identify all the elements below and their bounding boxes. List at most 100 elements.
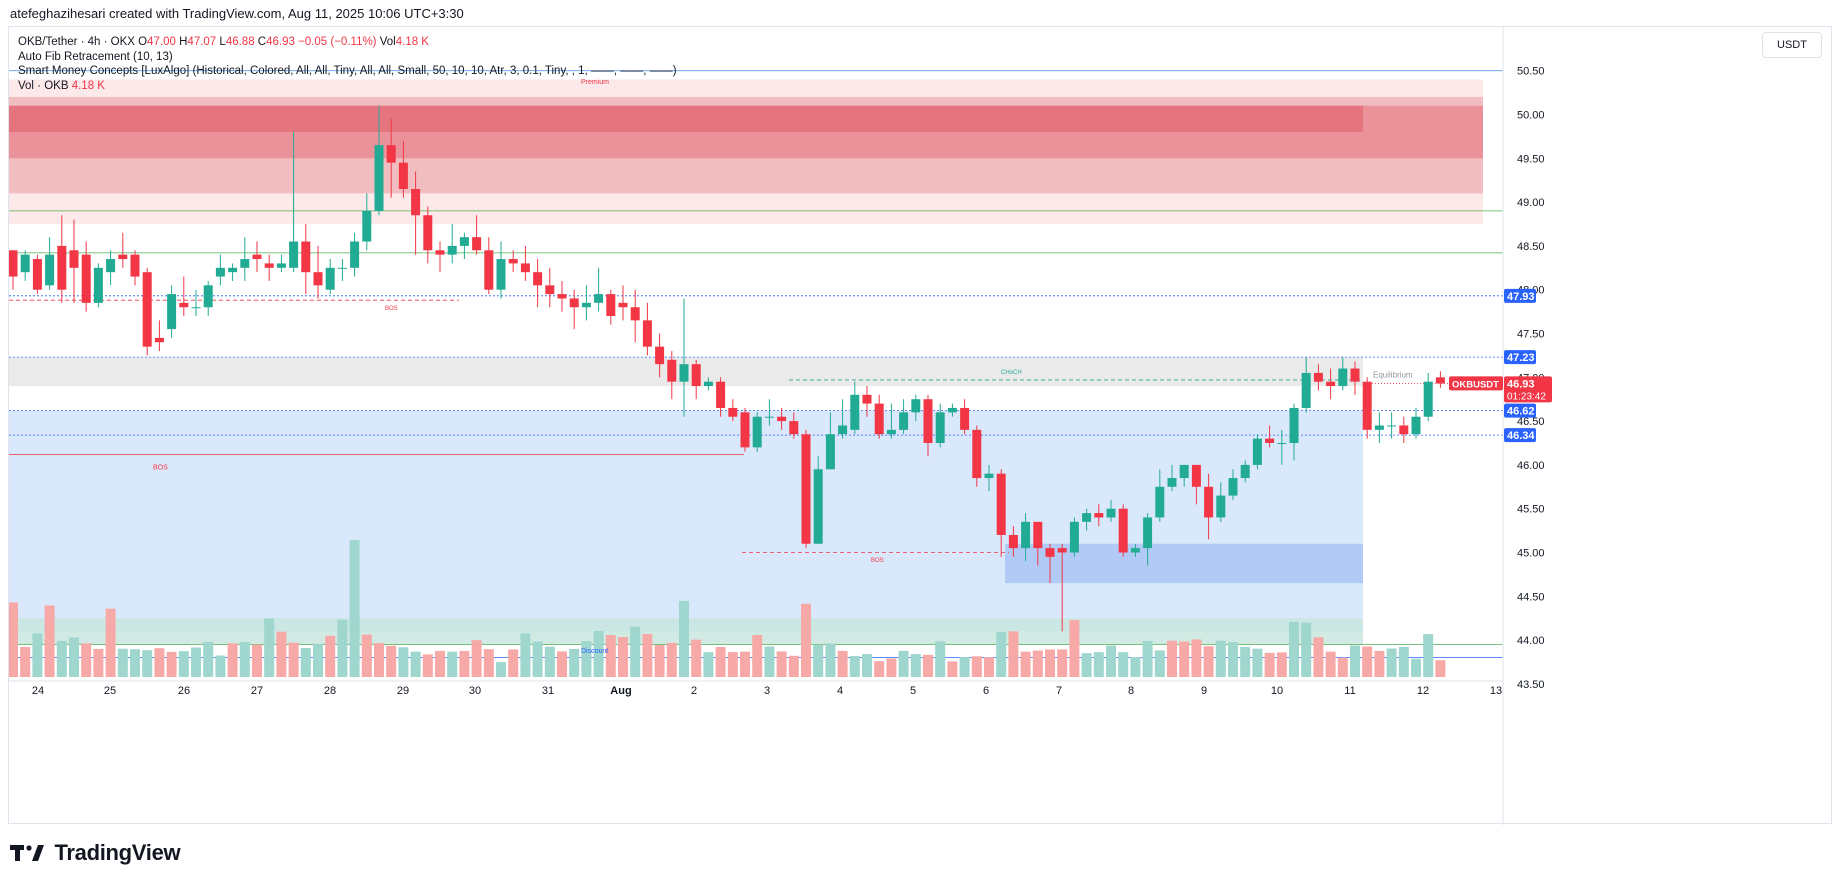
candle-body[interactable] xyxy=(386,145,396,163)
candle-body[interactable] xyxy=(301,241,311,273)
indicator-fib[interactable]: Auto Fib Retracement (10, 13) xyxy=(18,50,173,63)
candle-body[interactable] xyxy=(81,254,91,303)
candle-body[interactable] xyxy=(167,294,177,330)
indicator-smc[interactable]: Smart Money Concepts [LuxAlgo] (Historic… xyxy=(18,65,677,77)
candle-body[interactable] xyxy=(533,272,543,286)
candle-body[interactable] xyxy=(1204,486,1214,518)
candle-body[interactable] xyxy=(1179,464,1189,479)
candle-body[interactable] xyxy=(667,359,677,382)
candle-body[interactable] xyxy=(569,298,579,308)
candle-body[interactable] xyxy=(1252,438,1262,465)
candle-body[interactable] xyxy=(93,267,103,303)
candle-body[interactable] xyxy=(972,429,982,479)
candle-body[interactable] xyxy=(252,254,262,260)
candle-body[interactable] xyxy=(1240,464,1250,479)
candle-body[interactable] xyxy=(362,210,372,242)
candle-body[interactable] xyxy=(545,285,555,295)
candle-body[interactable] xyxy=(350,241,360,268)
candle-body[interactable] xyxy=(1277,443,1287,444)
candle-body[interactable] xyxy=(1021,521,1031,549)
candle-body[interactable] xyxy=(264,263,274,268)
candle-body[interactable] xyxy=(1130,548,1140,553)
candle-body[interactable] xyxy=(118,254,128,260)
candle-body[interactable] xyxy=(508,259,518,264)
indicator-volume[interactable]: Vol · OKB 4.18 K xyxy=(18,79,677,94)
candle-body[interactable] xyxy=(581,302,591,308)
candle-body[interactable] xyxy=(642,320,652,347)
candle-body[interactable] xyxy=(154,337,164,343)
candle-body[interactable] xyxy=(276,263,286,268)
candle-body[interactable] xyxy=(935,412,945,443)
candle-body[interactable] xyxy=(1338,368,1348,387)
candle-body[interactable] xyxy=(496,259,506,290)
candle-body[interactable] xyxy=(1045,548,1055,557)
candle-body[interactable] xyxy=(1228,478,1238,496)
candle-body[interactable] xyxy=(240,259,250,268)
candle-body[interactable] xyxy=(484,250,494,290)
candle-body[interactable] xyxy=(679,364,689,382)
candle-body[interactable] xyxy=(1265,438,1275,443)
candle-body[interactable] xyxy=(923,399,933,443)
candle-body[interactable] xyxy=(911,399,921,413)
chart-frame[interactable]: Premium Discount Equilibrium CHoCH BOS BOS BOS… xyxy=(8,26,1833,825)
candle-body[interactable] xyxy=(1216,495,1226,518)
candle-body[interactable] xyxy=(325,267,335,290)
candle-body[interactable] xyxy=(752,416,762,448)
candle-body[interactable] xyxy=(947,407,957,413)
candle-body[interactable] xyxy=(32,259,42,290)
candle-body[interactable] xyxy=(1423,381,1433,417)
candle-body[interactable] xyxy=(337,267,347,269)
currency-button[interactable]: USDT xyxy=(1762,32,1822,58)
candle-body[interactable] xyxy=(1033,521,1043,549)
candle-body[interactable] xyxy=(398,162,408,189)
candle-body[interactable] xyxy=(850,394,860,430)
candle-body[interactable] xyxy=(1143,517,1153,549)
candle-body[interactable] xyxy=(374,145,384,211)
candle-body[interactable] xyxy=(1106,508,1116,518)
candle-body[interactable] xyxy=(996,473,1006,535)
candle-body[interactable] xyxy=(411,188,421,216)
candle-body[interactable] xyxy=(69,250,79,268)
candle-body[interactable] xyxy=(825,434,835,470)
candle-body[interactable] xyxy=(1326,381,1336,387)
candle-body[interactable] xyxy=(1167,478,1177,487)
price-chart[interactable]: Premium Discount Equilibrium CHoCH BOS BOS BOS… xyxy=(9,27,1833,825)
candle-body[interactable] xyxy=(618,302,628,308)
candle-body[interactable] xyxy=(1350,368,1360,382)
candle-body[interactable] xyxy=(1008,534,1018,549)
candle-body[interactable] xyxy=(1155,486,1165,518)
candle-body[interactable] xyxy=(1094,513,1104,518)
candle-body[interactable] xyxy=(1069,521,1079,553)
candle-body[interactable] xyxy=(1082,513,1092,522)
candle-body[interactable] xyxy=(1374,425,1384,430)
candle-body[interactable] xyxy=(716,381,726,408)
candle-body[interactable] xyxy=(1399,425,1409,435)
candle-body[interactable] xyxy=(106,259,116,273)
candle-body[interactable] xyxy=(813,469,823,544)
candle-body[interactable] xyxy=(789,421,799,435)
candle-body[interactable] xyxy=(874,403,884,435)
candle-body[interactable] xyxy=(520,263,530,273)
candle-body[interactable] xyxy=(1387,425,1397,427)
candle-body[interactable] xyxy=(691,364,701,387)
candle-body[interactable] xyxy=(142,272,152,347)
candle-body[interactable] xyxy=(764,416,774,418)
candle-body[interactable] xyxy=(886,429,896,435)
candle-body[interactable] xyxy=(960,407,970,430)
candle-body[interactable] xyxy=(459,237,469,246)
candle-body[interactable] xyxy=(606,294,616,316)
symbol-label[interactable]: OKB/Tether · 4h · OKX xyxy=(18,36,135,48)
candle-body[interactable] xyxy=(313,272,323,286)
candle-body[interactable] xyxy=(1057,548,1067,553)
candle-body[interactable] xyxy=(1301,372,1311,408)
candle-body[interactable] xyxy=(703,381,713,387)
candle-body[interactable] xyxy=(1411,416,1421,435)
candle-body[interactable] xyxy=(20,254,30,273)
candle-body[interactable] xyxy=(1313,372,1323,382)
candle-body[interactable] xyxy=(289,241,299,268)
candle-body[interactable] xyxy=(777,416,787,422)
candle-body[interactable] xyxy=(740,412,750,448)
candle-body[interactable] xyxy=(557,294,567,299)
candle-body[interactable] xyxy=(1435,377,1445,384)
candle-body[interactable] xyxy=(862,394,872,404)
